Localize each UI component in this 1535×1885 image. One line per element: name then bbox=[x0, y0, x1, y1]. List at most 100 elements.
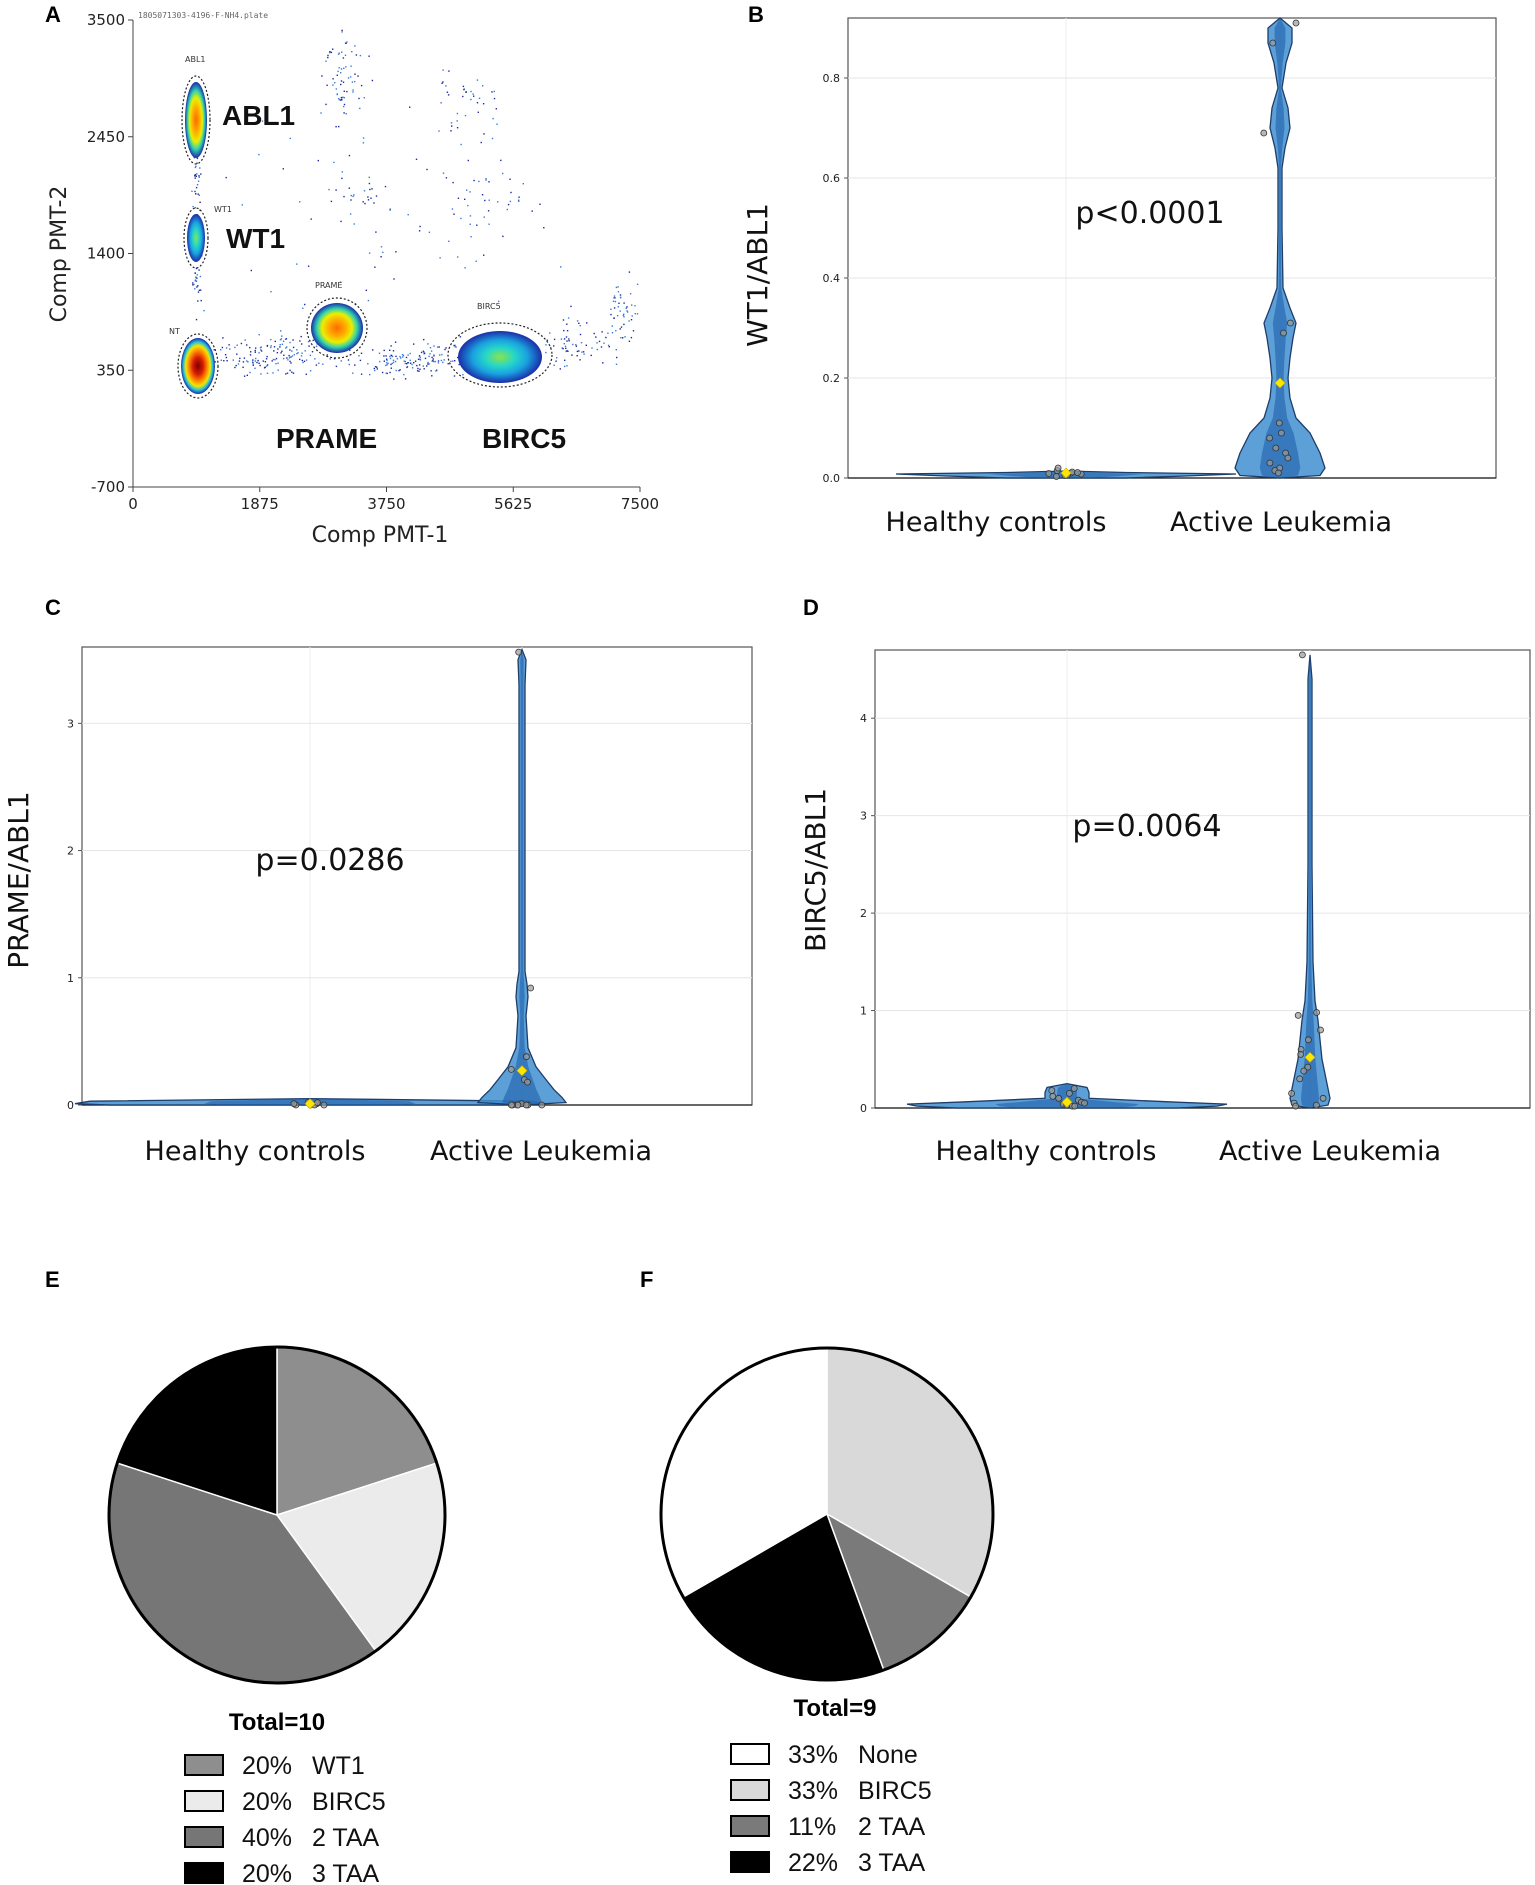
a-event-dot bbox=[349, 76, 352, 78]
a-event-dot bbox=[566, 330, 569, 332]
a-event-dot bbox=[612, 300, 615, 302]
a-event-dot bbox=[351, 81, 354, 83]
a-event-dot bbox=[342, 81, 345, 83]
a-event-dot bbox=[289, 137, 291, 140]
f-legend-label: 2 TAA bbox=[858, 1813, 925, 1841]
a-event-dot bbox=[192, 282, 194, 284]
a-event-dot bbox=[389, 209, 391, 211]
a-event-dot bbox=[224, 354, 227, 356]
a-event-dot bbox=[462, 374, 464, 376]
a-event-dot bbox=[368, 55, 370, 57]
a-event-dot bbox=[406, 363, 408, 365]
a-event-dot bbox=[203, 309, 205, 312]
a-event-dot bbox=[312, 339, 314, 342]
a-event-dot bbox=[242, 366, 244, 368]
a-event-dot bbox=[496, 123, 498, 125]
a-event-dot bbox=[620, 326, 623, 328]
c-data-point bbox=[523, 1053, 530, 1061]
a-event-dot bbox=[586, 322, 588, 324]
a-event-dot bbox=[336, 93, 338, 96]
a-event-dot bbox=[354, 45, 356, 47]
a-event-dot bbox=[289, 349, 291, 351]
a-event-dot bbox=[338, 67, 340, 69]
a-event-dot bbox=[329, 358, 331, 360]
a-event-dot bbox=[318, 362, 320, 364]
a-event-dot bbox=[237, 363, 240, 365]
a-event-dot bbox=[371, 79, 374, 82]
a-event-dot bbox=[483, 254, 485, 256]
a-event-dot bbox=[299, 201, 301, 203]
a-event-dot bbox=[315, 364, 318, 366]
a-event-dot bbox=[458, 363, 460, 366]
a-event-dot bbox=[476, 79, 479, 81]
a-event-dot bbox=[457, 256, 459, 258]
a-event-dot bbox=[274, 340, 276, 343]
e-legend-pct: 40% bbox=[242, 1824, 292, 1852]
a-event-dot bbox=[596, 348, 598, 351]
a-event-dot bbox=[338, 52, 340, 54]
a-event-dot bbox=[395, 251, 397, 253]
a-event-dot bbox=[423, 351, 425, 353]
d-data-point bbox=[1292, 1102, 1299, 1110]
a-event-dot bbox=[394, 360, 397, 363]
a-event-dot bbox=[296, 349, 298, 351]
a-event-dot bbox=[194, 175, 196, 177]
a-event-dot bbox=[275, 363, 277, 365]
a-event-dot bbox=[335, 189, 337, 191]
a-event-dot bbox=[375, 231, 377, 233]
a-event-dot bbox=[591, 347, 593, 349]
a-event-dot bbox=[485, 179, 487, 181]
a-event-dot bbox=[463, 88, 465, 91]
a-event-dot bbox=[251, 360, 254, 362]
a-event-dot bbox=[196, 157, 199, 160]
a-event-dot bbox=[545, 344, 547, 346]
a-event-dot bbox=[430, 350, 433, 352]
a-event-dot bbox=[283, 357, 285, 360]
a-event-dot bbox=[332, 84, 334, 86]
a-event-dot bbox=[242, 361, 245, 363]
a-event-dot bbox=[296, 352, 298, 355]
a-event-dot bbox=[478, 97, 481, 99]
c-violin-core bbox=[502, 649, 542, 1105]
a-event-dot bbox=[197, 291, 200, 293]
c-data-point bbox=[507, 1066, 515, 1073]
a-event-dot bbox=[615, 330, 617, 332]
a-event-dot bbox=[275, 357, 278, 360]
panel-label-e: E bbox=[45, 1267, 60, 1292]
a-event-dot bbox=[341, 177, 343, 180]
a-event-dot bbox=[473, 179, 475, 182]
a-event-dot bbox=[341, 29, 343, 32]
a-event-dot bbox=[428, 363, 430, 365]
a-event-dot bbox=[352, 89, 354, 91]
a-event-dot bbox=[223, 360, 225, 362]
a-event-dot bbox=[282, 340, 285, 342]
panel-a: A 1805071303-4196-F-NH4.plate 0 1875 3750 5… bbox=[45, 2, 659, 548]
a-event-dot bbox=[225, 176, 227, 179]
a-event-dot bbox=[416, 364, 418, 367]
a-event-dot bbox=[601, 331, 603, 333]
panel-label-c: C bbox=[45, 595, 61, 620]
a-event-dot bbox=[291, 371, 293, 373]
b-y-tick-label: 0.2 bbox=[823, 372, 841, 385]
c-data-point bbox=[290, 1100, 298, 1108]
population-label-abl1: ABL1 bbox=[222, 100, 295, 131]
a-event-dot bbox=[337, 53, 340, 55]
a-event-dot bbox=[628, 271, 631, 273]
a-event-dot bbox=[439, 354, 441, 356]
a-event-dot bbox=[255, 357, 257, 360]
e-legend: 20% WT1 20% BIRC5 40% 2 TAA 20% 3 TAA bbox=[184, 1752, 386, 1885]
a-event-dot bbox=[470, 90, 472, 93]
a-event-dot bbox=[509, 178, 511, 180]
a-event-dot bbox=[355, 54, 358, 56]
a-event-dot bbox=[380, 246, 383, 248]
d-data-point bbox=[1071, 1102, 1079, 1110]
a-event-dot bbox=[579, 325, 581, 327]
a-event-dot bbox=[281, 343, 284, 345]
d-category-healthy: Healthy controls bbox=[936, 1136, 1157, 1167]
a-event-dot bbox=[340, 68, 343, 70]
f-pie-outline bbox=[659, 1346, 995, 1682]
a-event-dot bbox=[339, 281, 342, 283]
c-data-point bbox=[527, 984, 534, 992]
a-event-dot bbox=[336, 74, 338, 76]
a-event-dot bbox=[614, 297, 616, 299]
